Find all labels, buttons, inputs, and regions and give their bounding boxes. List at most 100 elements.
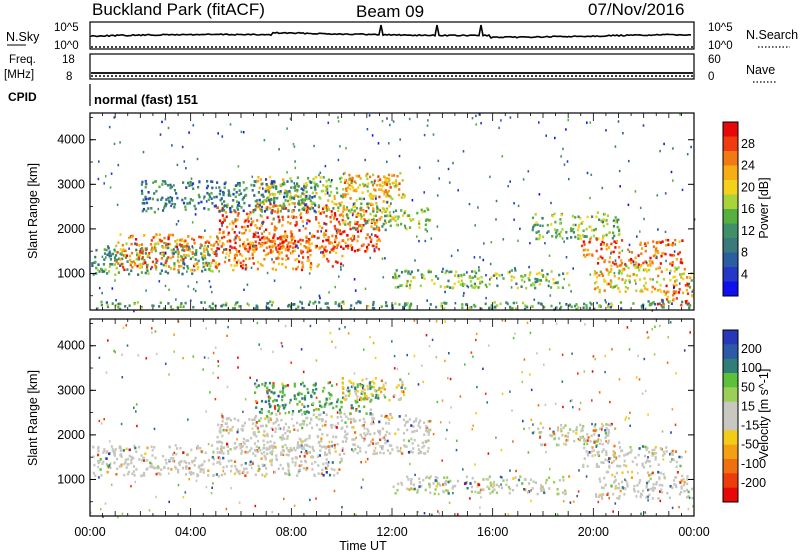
range-cell (275, 413, 278, 416)
range-cell (433, 492, 436, 496)
range-cell (259, 245, 262, 248)
range-cell (407, 478, 410, 481)
range-cell (193, 464, 196, 467)
range-cell (291, 457, 294, 460)
noise-cell (252, 462, 254, 465)
range-cell (352, 417, 355, 421)
range-cell (133, 302, 136, 306)
range-cell (129, 261, 132, 265)
noise-cell (629, 411, 631, 414)
range-cell (284, 189, 287, 192)
range-cell (218, 460, 221, 464)
range-cell (311, 196, 314, 199)
range-cell (217, 423, 220, 427)
range-cell (355, 213, 358, 217)
range-cell (216, 435, 219, 439)
range-cell (354, 419, 357, 423)
range-cell (536, 492, 539, 496)
range-cell (112, 451, 116, 455)
noise-cell (404, 226, 407, 229)
range-cell (300, 392, 303, 396)
range-cell (424, 488, 427, 492)
range-cell (297, 195, 300, 198)
range-cell (607, 434, 610, 437)
range-cell (188, 249, 192, 253)
range-cell (118, 446, 121, 449)
range-cell (348, 183, 351, 187)
range-cell (646, 471, 650, 474)
range-cell (221, 415, 224, 418)
range-cell (211, 455, 214, 459)
range-cell (259, 178, 263, 181)
range-cell (301, 261, 304, 264)
range-cell (444, 271, 447, 275)
range-cell (320, 189, 323, 193)
range-cell (226, 445, 229, 448)
range-cell (326, 306, 329, 309)
range-cell (606, 470, 610, 474)
range-cell (281, 391, 285, 395)
noise-cell (510, 286, 513, 289)
range-cell (277, 423, 280, 427)
range-cell (243, 247, 247, 250)
range-cell (198, 235, 201, 239)
range-cell (285, 472, 288, 476)
range-cell (268, 188, 271, 191)
range-cell (581, 234, 585, 237)
noise-cell (563, 277, 565, 281)
noise-cell (176, 163, 179, 167)
range-cell (346, 181, 349, 185)
range-cell (589, 236, 592, 240)
range-cell (671, 264, 674, 267)
range-cell (321, 418, 324, 421)
cpid-text: normal (fast) 151 (94, 92, 198, 107)
range-cell (654, 248, 658, 251)
noise-cell (667, 336, 669, 339)
range-cell (290, 180, 293, 183)
range-cell (683, 489, 686, 493)
range-cell (302, 422, 306, 426)
range-cell (562, 475, 565, 479)
range-cell (585, 227, 588, 231)
range-cell (306, 423, 309, 427)
range-cell (201, 254, 205, 257)
range-cell (369, 412, 372, 415)
range-cell (330, 248, 333, 251)
range-cell (236, 428, 240, 431)
range-cell (244, 450, 247, 454)
noise-cell (396, 367, 399, 371)
noise-cell (259, 214, 262, 217)
range-cell (682, 277, 685, 281)
noise-cell (109, 186, 112, 189)
range-cell (301, 426, 304, 430)
range-cell (340, 427, 343, 431)
range-cell (675, 268, 678, 271)
range-cell (131, 472, 134, 476)
range-cell (594, 227, 597, 231)
range-cell (607, 273, 610, 276)
range-cell (215, 254, 218, 257)
noise-cell (289, 430, 291, 433)
noise-cell (251, 427, 254, 430)
range-cell (281, 224, 284, 227)
range-cell (494, 272, 497, 275)
noise-cell (101, 291, 103, 295)
range-cell (688, 304, 691, 307)
range-cell (287, 304, 290, 308)
range-cell (369, 240, 373, 243)
range-cell (406, 301, 409, 305)
range-cell (309, 249, 312, 252)
range-cell (541, 487, 544, 490)
range-cell (272, 386, 275, 389)
range-cell (303, 420, 306, 423)
range-cell (127, 463, 130, 466)
range-cell (590, 228, 594, 232)
noise-cell (196, 281, 198, 284)
range-cell (654, 253, 657, 257)
range-cell (221, 441, 224, 445)
range-cell (170, 199, 173, 202)
range-cell (655, 482, 658, 486)
range-cell (297, 305, 300, 309)
range-cell (249, 223, 252, 227)
range-cell (539, 224, 542, 227)
